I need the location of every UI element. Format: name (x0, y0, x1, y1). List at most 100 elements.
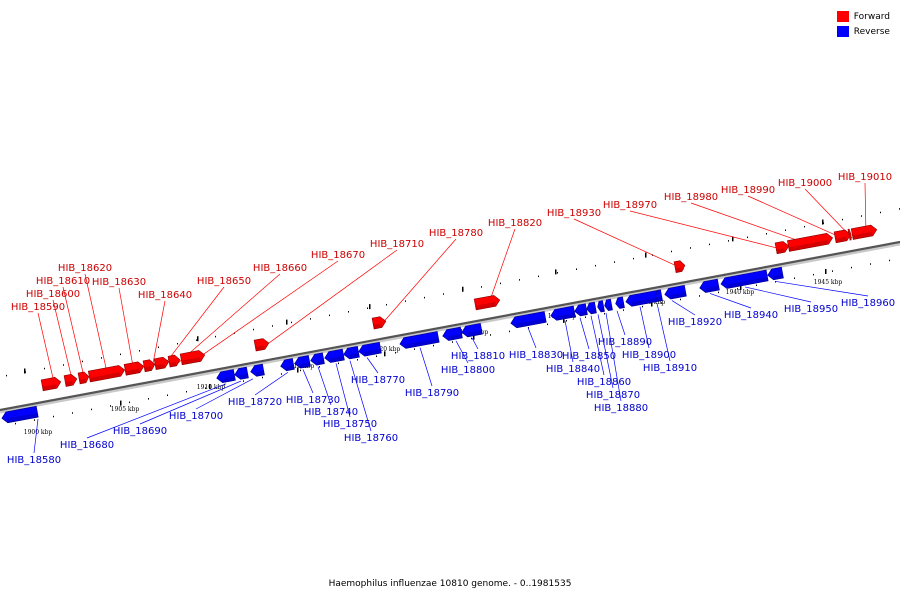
major-tick (462, 286, 464, 292)
gene-label[interactable]: HIB_18680 (60, 440, 114, 451)
gene-feature[interactable] (473, 295, 501, 311)
gene-label[interactable]: HIB_18880 (594, 403, 648, 414)
leader-line (744, 286, 812, 303)
gene-label[interactable]: HIB_18710 (370, 239, 424, 250)
gene-feature[interactable] (510, 311, 547, 329)
gene-label[interactable]: HIB_18760 (344, 433, 398, 444)
gene-feature[interactable] (833, 229, 852, 244)
gene-label[interactable]: HIB_18700 (169, 411, 223, 422)
major-tick (822, 219, 824, 225)
gene-feature[interactable] (123, 361, 145, 376)
leader-line (84, 273, 109, 377)
gene-label[interactable]: HIB_18910 (643, 363, 697, 374)
gene-feature[interactable] (40, 376, 62, 392)
gene-label[interactable]: HIB_18690 (113, 426, 167, 437)
leader-line (151, 300, 166, 369)
gene-label[interactable]: HIB_18580 (7, 455, 61, 466)
gene-label[interactable]: HIB_18670 (311, 250, 365, 261)
leader-line (747, 195, 846, 240)
gene-label[interactable]: HIB_18920 (668, 317, 722, 328)
gene-feature[interactable] (280, 358, 295, 372)
gene-label[interactable]: HIB_18590 (11, 302, 65, 313)
gene-feature[interactable] (167, 354, 181, 368)
gene-label[interactable]: HIB_18720 (228, 397, 282, 408)
gene-feature[interactable] (358, 341, 382, 357)
gene-feature[interactable] (179, 350, 206, 366)
gene-label[interactable]: HIB_18930 (547, 208, 601, 219)
gene-feature[interactable] (399, 331, 440, 349)
gene-feature[interactable] (63, 373, 78, 387)
gene-feature[interactable] (216, 369, 236, 384)
gene-label[interactable]: HIB_18770 (351, 375, 405, 386)
gene-label[interactable]: HIB_18860 (577, 377, 631, 388)
gene-feature[interactable] (767, 266, 784, 281)
gene-feature[interactable] (847, 228, 852, 241)
gene-feature[interactable] (310, 352, 325, 366)
gene-label[interactable]: HIB_18610 (36, 276, 90, 287)
gene-label[interactable]: HIB_18650 (197, 276, 251, 287)
leader-line (455, 340, 469, 364)
gene-label[interactable]: HIB_18810 (451, 351, 505, 362)
gene-label[interactable]: HIB_18960 (841, 298, 895, 309)
gene-feature[interactable] (586, 301, 597, 315)
gene-label[interactable]: HIB_18730 (286, 395, 340, 406)
gene-feature[interactable] (442, 326, 463, 341)
gene-feature[interactable] (664, 284, 687, 300)
gene-feature[interactable] (786, 232, 833, 252)
gene-label[interactable]: HIB_18740 (304, 407, 358, 418)
gene-label[interactable]: HIB_19000 (778, 178, 832, 189)
gene-label[interactable]: HIB_18640 (138, 290, 192, 301)
leader-line (573, 218, 685, 270)
gene-label[interactable]: HIB_18900 (622, 350, 676, 361)
gene-label[interactable]: HIB_19010 (838, 172, 892, 183)
gene-label[interactable]: HIB_18950 (784, 304, 838, 315)
gene-feature[interactable] (324, 348, 345, 363)
gene-label[interactable]: HIB_18980 (664, 192, 718, 203)
gene-label[interactable]: HIB_18820 (488, 218, 542, 229)
gene-feature[interactable] (250, 363, 265, 377)
gene-label[interactable]: HIB_18600 (26, 289, 80, 300)
gene-label[interactable]: HIB_18870 (586, 390, 640, 401)
gene-feature[interactable] (87, 365, 126, 383)
gene-label[interactable]: HIB_18970 (603, 200, 657, 211)
leader-line (419, 347, 433, 387)
gene-feature[interactable] (77, 371, 90, 385)
gene-feature[interactable] (850, 224, 878, 240)
gene-feature[interactable] (153, 356, 170, 371)
gene-feature[interactable] (774, 241, 790, 255)
gene-label[interactable]: HIB_18630 (92, 277, 146, 288)
gene-label[interactable]: HIB_18890 (598, 337, 652, 348)
gene-feature[interactable] (1, 405, 39, 424)
gene-feature[interactable] (142, 359, 156, 373)
forward-swatch (836, 11, 849, 22)
gene-feature[interactable] (294, 355, 311, 369)
gene-feature[interactable] (343, 345, 360, 360)
gene-label[interactable]: HIB_18620 (58, 263, 112, 274)
gene-feature[interactable] (673, 260, 686, 273)
gene-label[interactable]: HIB_18800 (441, 365, 495, 376)
gene-label[interactable]: HIB_18850 (562, 351, 616, 362)
gene-label[interactable]: HIB_18940 (724, 310, 778, 321)
gene-feature[interactable] (699, 278, 720, 293)
major-tick (473, 334, 475, 340)
leader-line (193, 260, 339, 362)
gene-label[interactable]: HIB_18840 (546, 364, 600, 375)
gene-feature[interactable] (655, 289, 663, 302)
gene-feature[interactable] (615, 296, 625, 309)
gene-feature[interactable] (625, 290, 659, 308)
gene-feature[interactable] (604, 298, 613, 312)
gene-label[interactable]: HIB_18780 (429, 228, 483, 239)
gene-feature[interactable] (234, 366, 249, 380)
gene-label[interactable]: HIB_18790 (405, 388, 459, 399)
gene-feature[interactable] (550, 305, 576, 321)
gene-feature[interactable] (253, 338, 270, 352)
gene-feature[interactable] (574, 303, 588, 317)
gene-label[interactable]: HIB_18830 (509, 350, 563, 361)
gene-feature[interactable] (461, 323, 483, 338)
gene-label[interactable]: HIB_18990 (721, 185, 775, 196)
gene-label[interactable]: HIB_18750 (323, 419, 377, 430)
gene-label[interactable]: HIB_18660 (253, 263, 307, 274)
gene-feature[interactable] (597, 300, 605, 313)
gene-feature[interactable] (720, 269, 769, 289)
gene-feature[interactable] (371, 316, 387, 330)
